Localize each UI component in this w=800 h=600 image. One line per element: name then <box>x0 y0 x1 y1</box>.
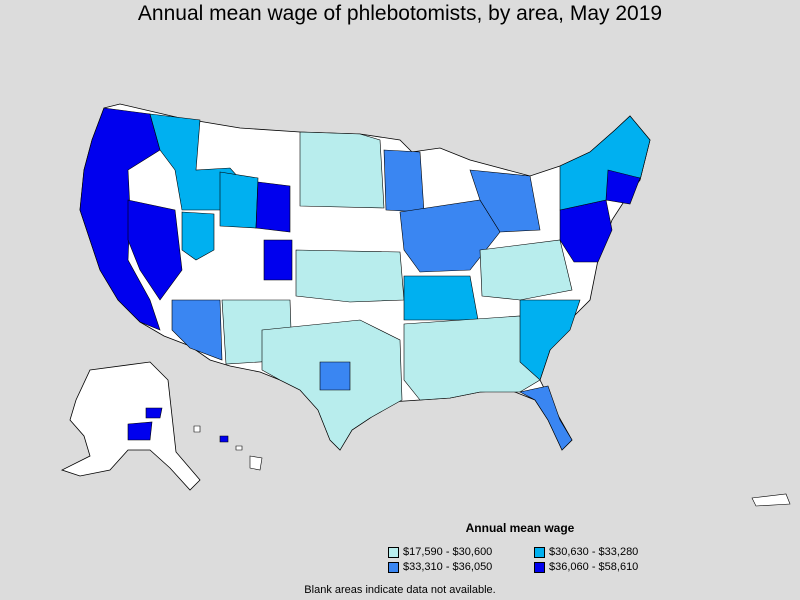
region-minnesota <box>383 149 425 213</box>
map-title: Annual mean wage of phlebotomists, by ar… <box>137 2 663 25</box>
legend-swatch-4 <box>534 561 545 573</box>
legend-item-3: $33,310 - $36,050 <box>388 561 492 573</box>
footnote: Blank areas indicate data not available. <box>304 584 496 596</box>
legend-item-4: $36,060 - $58,610 <box>534 561 638 573</box>
region-great-plains <box>295 249 405 303</box>
puerto-rico <box>751 493 791 507</box>
region-wyoming-east <box>255 181 291 233</box>
region-colorado <box>263 239 293 281</box>
hawaii-island-3 <box>235 445 243 451</box>
hawaii-island-2 <box>219 435 229 443</box>
legend-swatch-2 <box>534 546 545 558</box>
legend-item-2: $30,630 - $33,280 <box>534 546 638 558</box>
legend-label-2: $30,630 - $33,280 <box>549 546 639 558</box>
alaska-anchorage <box>127 421 153 441</box>
region-south <box>403 315 541 401</box>
region-pacific-west <box>79 107 161 331</box>
hawaii-island-1 <box>193 425 201 433</box>
alaska-fairbanks <box>145 407 163 419</box>
region-great-lakes <box>469 169 541 233</box>
legend-label-3: $33,310 - $36,050 <box>403 561 493 573</box>
region-florida <box>519 385 573 451</box>
region-dakotas <box>299 131 385 209</box>
region-wyoming <box>219 171 259 229</box>
region-mid-atlantic <box>559 199 613 263</box>
region-nevada <box>127 199 183 301</box>
region-southeast-coast <box>519 299 581 381</box>
legend-label-4: $36,060 - $58,610 <box>549 561 639 573</box>
region-utah <box>181 211 215 261</box>
region-arizona <box>171 299 223 361</box>
legend-item-1: $17,590 - $30,600 <box>388 546 492 558</box>
legend-title: Annual mean wage <box>465 521 575 535</box>
region-new-england-metros <box>605 169 641 205</box>
region-appalachia <box>479 239 573 301</box>
region-texas-metros <box>319 361 351 391</box>
legend-swatch-3 <box>388 561 399 573</box>
region-midwest-lower <box>403 275 479 321</box>
legend-label-1: $17,590 - $30,600 <box>403 546 493 558</box>
region-northeast <box>559 115 651 211</box>
legend-swatch-1 <box>388 546 399 558</box>
hawaii-island-4 <box>249 455 263 471</box>
